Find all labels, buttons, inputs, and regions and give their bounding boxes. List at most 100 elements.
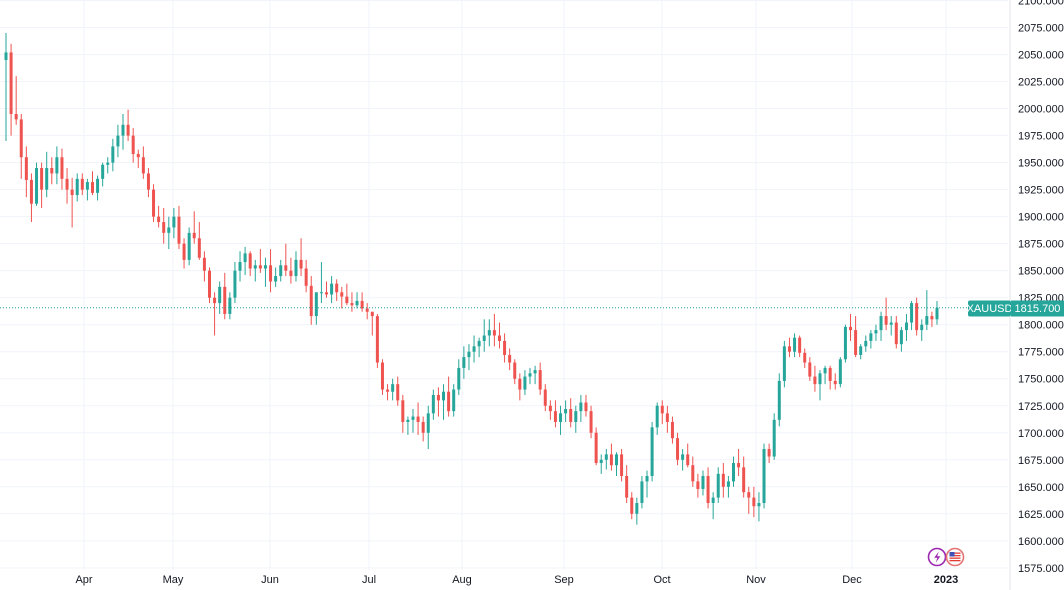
candle-body (131, 135, 135, 154)
candle-body (141, 157, 145, 174)
lightning-icon[interactable] (927, 547, 947, 567)
candle-body (55, 157, 59, 174)
price-tag-bg (1011, 300, 1064, 317)
candle-body (380, 362, 384, 390)
x-tick-label: Nov (746, 574, 766, 586)
candle-body (752, 497, 756, 507)
candle-body (910, 303, 914, 323)
candle-body (767, 448, 771, 457)
candle-body (406, 419, 410, 422)
candle-body (426, 413, 430, 433)
candle-body (467, 351, 471, 358)
candle-body (772, 419, 776, 457)
candle-body (90, 182, 94, 193)
candle-body (543, 389, 547, 406)
x-tick-label: Jul (362, 574, 376, 586)
y-tick-label: 2075.000 (1018, 23, 1064, 35)
candle-body (172, 216, 176, 228)
candle-body (192, 232, 196, 239)
candle-body (386, 389, 390, 392)
candle-body (19, 119, 23, 158)
price-axis[interactable]: 2100.000 2075.000 2050.000 2025.000 2000.000… (1018, 0, 1064, 575)
candle-body (737, 463, 741, 468)
y-tick-label: 1875.000 (1018, 239, 1064, 251)
candle-body (289, 270, 293, 277)
candle-body (630, 497, 634, 514)
candle-body (4, 52, 8, 60)
candle-body (935, 307, 939, 320)
candle-body (854, 330, 858, 355)
candle-body (462, 357, 466, 368)
candle-body (681, 454, 685, 460)
us-flag-icon[interactable] (945, 547, 965, 567)
candle-body (60, 157, 64, 179)
candle-body (706, 475, 710, 504)
candle-body (899, 330, 903, 345)
y-tick-label: 1575.000 (1018, 563, 1064, 575)
candle-body (452, 389, 456, 412)
candle-body (925, 316, 929, 325)
candle-body (553, 411, 557, 422)
x-tick-label: 2023 (934, 574, 958, 586)
candle-body (263, 265, 267, 269)
candle-body (559, 413, 563, 422)
candle-body (248, 253, 252, 269)
candle-series (4, 32, 939, 525)
y-tick-label: 2025.000 (1018, 77, 1064, 89)
candle-body (9, 52, 13, 114)
x-tick-label: Jun (261, 574, 279, 586)
candle-body (360, 300, 364, 309)
candle-body (843, 326, 847, 360)
candle-body (528, 373, 532, 377)
candle-body (258, 265, 262, 269)
candle-body (45, 168, 49, 190)
candle-body (686, 454, 690, 466)
y-tick-label: 1600.000 (1018, 536, 1064, 548)
candle-body (146, 173, 150, 190)
candle-body (696, 481, 700, 489)
y-tick-label: 1900.000 (1018, 212, 1064, 224)
candle-body (401, 400, 405, 422)
candle-body (518, 378, 522, 390)
candle-body (849, 326, 853, 331)
candle-body (879, 316, 883, 331)
candle-body (375, 316, 379, 363)
candle-body (721, 473, 725, 487)
candle-body (243, 253, 247, 263)
y-tick-label: 1925.000 (1018, 185, 1064, 197)
candle-body (29, 179, 33, 204)
candle-body (40, 168, 44, 190)
candle-body (782, 346, 786, 381)
candle-body (798, 337, 802, 353)
candle-body (589, 411, 593, 433)
candle-body (533, 370, 537, 374)
candle-body (136, 153, 140, 158)
candle-body (197, 238, 201, 258)
candle-body (874, 330, 878, 334)
candle-body (370, 311, 374, 317)
candle-body (228, 297, 232, 314)
candle-body (584, 402, 588, 412)
candle-body (604, 454, 608, 460)
candle-body (106, 162, 110, 165)
candle-body (75, 178, 79, 196)
candle-body (579, 402, 583, 412)
candle-body (238, 262, 242, 271)
candle-body (904, 322, 908, 331)
x-tick-label: Dec (842, 574, 862, 586)
symbol-tag-bg (968, 300, 1011, 317)
candle-body (609, 454, 613, 466)
candle-body (701, 475, 705, 489)
candle-body (508, 354, 512, 363)
time-axis[interactable]: Apr May Jun Jul Aug Sep Oct Nov Dec 2023 (75, 574, 958, 586)
y-tick-label: 2000.000 (1018, 104, 1064, 116)
candle-body (742, 467, 746, 493)
candle-body (391, 384, 395, 392)
candle-body (253, 265, 257, 269)
candle-body (660, 405, 664, 414)
candle-body (676, 438, 680, 460)
candle-body (345, 296, 349, 304)
candle-body (574, 411, 578, 422)
candle-body (421, 421, 425, 433)
